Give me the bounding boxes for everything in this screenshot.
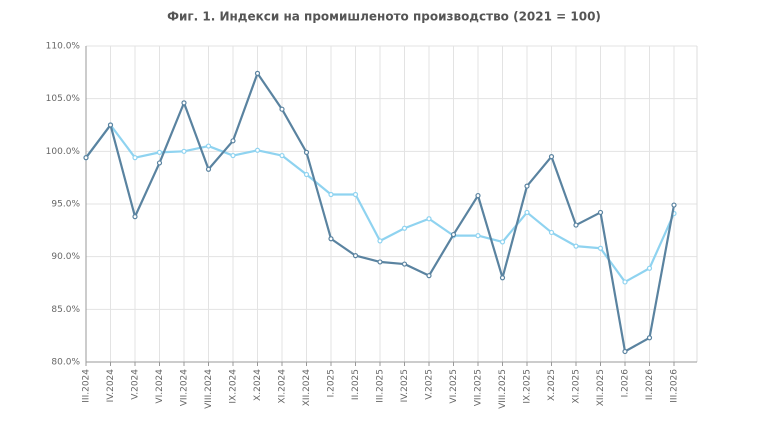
point: [230, 152, 236, 159]
x-tick-label: VIII.2025: [498, 369, 508, 409]
point: [107, 122, 114, 128]
x-tick-label: IV.2024: [106, 369, 116, 403]
point: [181, 148, 187, 154]
x-tick-label: XII.2025: [596, 369, 606, 406]
point: [303, 149, 310, 155]
point: [401, 261, 408, 267]
point: [377, 238, 383, 244]
point: [352, 253, 359, 259]
point: [426, 273, 432, 279]
point: [646, 265, 653, 271]
x-tick-label: I.2025: [327, 369, 337, 397]
x-tick-label: III.2026: [670, 369, 680, 403]
y-tick-label: 85.0%: [51, 305, 80, 315]
point: [303, 171, 310, 178]
x-tick-label: VII.2024: [180, 369, 190, 407]
x-tick-label: IX.2025: [523, 369, 533, 404]
point: [254, 147, 261, 153]
point: [254, 70, 261, 76]
y-tick-label: 110.0%: [46, 42, 81, 52]
point: [377, 259, 383, 265]
x-tick-label: X.2024: [253, 369, 263, 401]
y-tick-label: 95.0%: [51, 200, 80, 210]
point: [83, 155, 89, 161]
x-tick-label: IX.2024: [229, 369, 239, 404]
y-tick-label: 80.0%: [51, 358, 80, 368]
point: [671, 202, 677, 208]
point: [646, 335, 653, 341]
point: [230, 138, 236, 144]
point: [475, 192, 481, 199]
point: [524, 183, 530, 189]
point: [524, 209, 530, 216]
point: [573, 243, 579, 249]
x-tick-label: II.2025: [351, 369, 361, 400]
x-tick-label: V.2024: [131, 369, 141, 400]
x-tick-label: V.2025: [425, 369, 435, 400]
x-tick-label: X.2025: [547, 369, 557, 401]
point: [205, 166, 212, 172]
y-tick-label: 100.0%: [46, 147, 81, 157]
point: [205, 143, 212, 149]
point: [328, 191, 334, 198]
point: [499, 239, 506, 245]
x-tick-label: XII.2024: [302, 369, 312, 407]
point: [548, 154, 555, 160]
x-tick-label: VII.2025: [474, 369, 484, 406]
x-tick-label: VI.2025: [449, 369, 459, 404]
point: [450, 231, 457, 238]
x-tick-label: III.2024: [82, 369, 92, 403]
point: [622, 348, 628, 355]
x-tick-label: II.2026: [645, 369, 655, 400]
point: [132, 214, 138, 220]
x-tick-label: I.2026: [621, 369, 631, 398]
point: [597, 209, 604, 216]
point: [499, 275, 506, 281]
point: [597, 245, 604, 251]
point: [132, 155, 138, 161]
y-tick-label: 105.0%: [46, 94, 81, 104]
point: [328, 236, 334, 242]
point: [401, 225, 408, 231]
point: [352, 191, 359, 198]
point: [279, 106, 285, 112]
x-tick-label: XI.2024: [278, 369, 288, 404]
x-tick-label: VI.2024: [155, 369, 165, 404]
point: [181, 100, 187, 106]
point: [573, 222, 579, 228]
x-tick-label: XI.2025: [572, 369, 582, 404]
x-tick-label: IV.2025: [400, 369, 410, 402]
point: [548, 229, 555, 236]
y-tick-label: 90.0%: [51, 252, 80, 262]
point: [475, 233, 481, 239]
point: [156, 149, 163, 155]
point: [156, 160, 163, 166]
chart-title: Фиг. 1. Индекси на промишленото производ…: [167, 10, 601, 24]
point: [279, 152, 285, 159]
x-tick-label: VIII.2024: [204, 369, 214, 409]
x-tick-label: III.2025: [376, 369, 386, 403]
point: [426, 216, 432, 222]
point: [622, 279, 628, 285]
